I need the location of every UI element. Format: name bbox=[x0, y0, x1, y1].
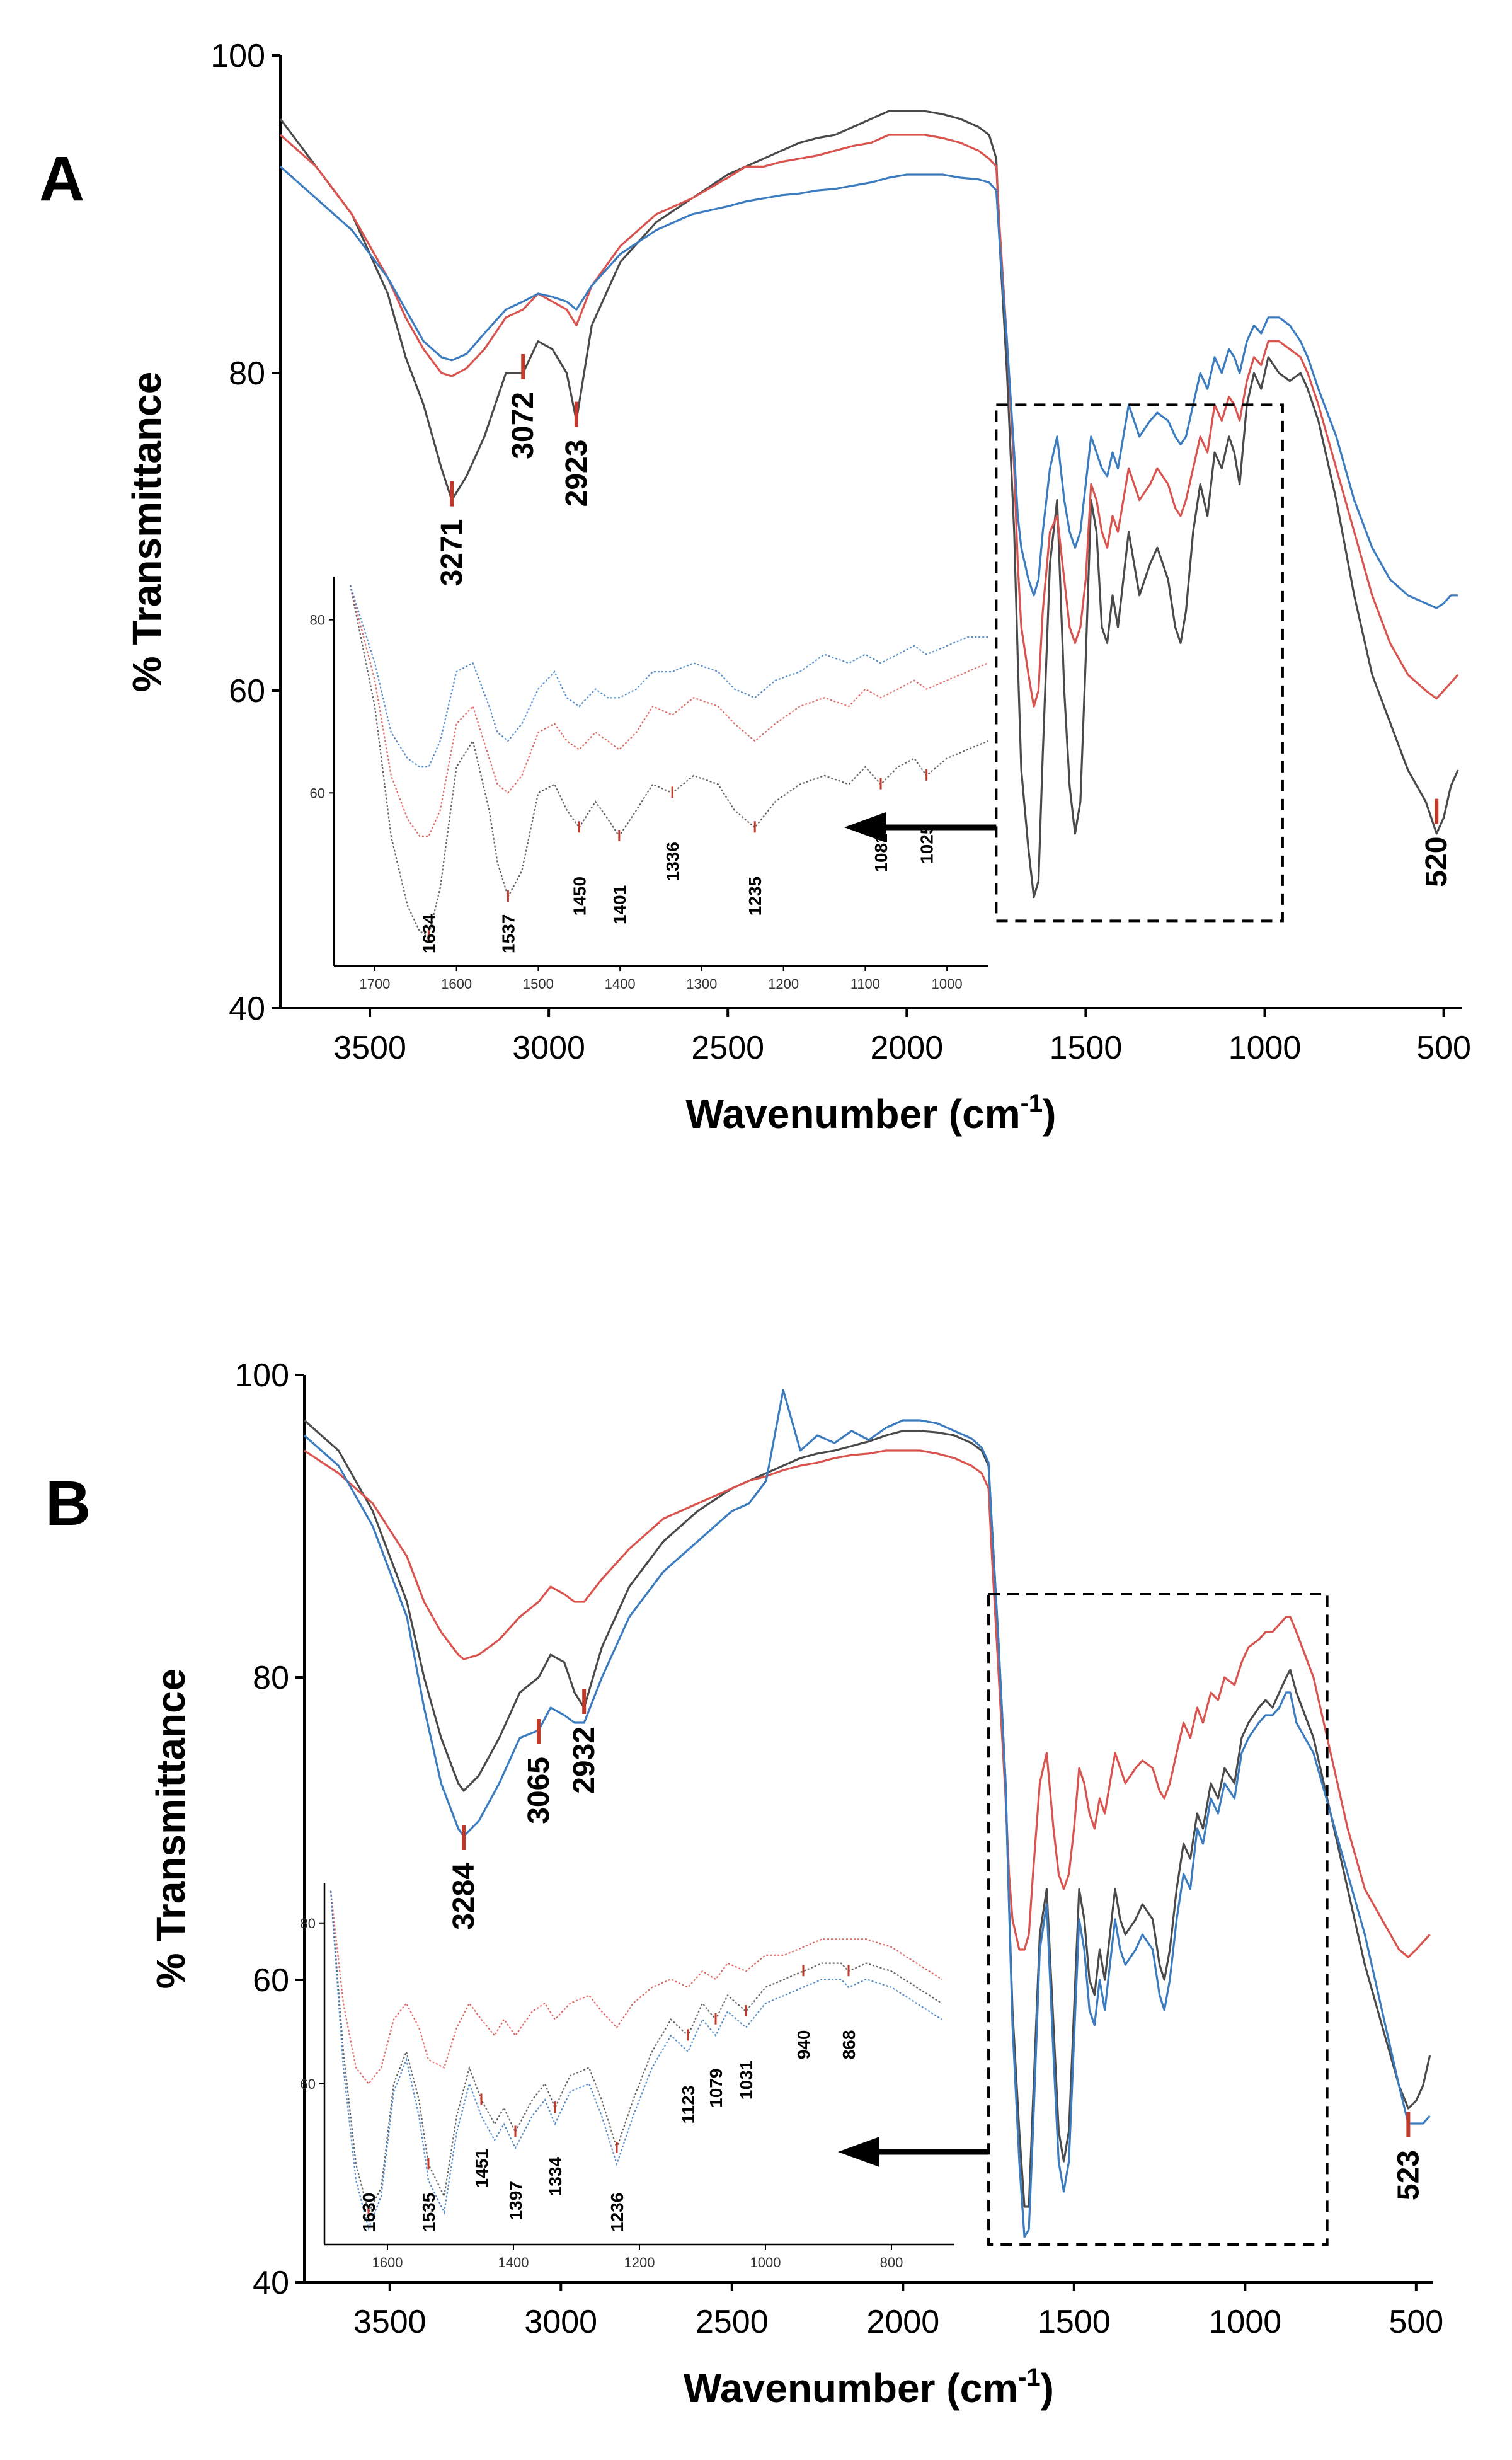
inset-x-tick-label: 1400 bbox=[498, 2255, 529, 2270]
inset-y-tick-label: 80 bbox=[301, 1916, 316, 1931]
inset-peak-label: 1630 bbox=[359, 2193, 379, 2232]
inset-peak-label: 1079 bbox=[706, 2069, 726, 2108]
inset-peak-label: 1451 bbox=[472, 2149, 491, 2188]
inset-peak-label: 940 bbox=[794, 2030, 813, 2060]
inset-series-line-red bbox=[349, 585, 988, 837]
inset-peak-label: 1025 bbox=[917, 825, 937, 864]
series-line-black bbox=[279, 110, 1459, 899]
inset-x-tick-label: 1500 bbox=[523, 976, 554, 992]
y-axis-title: % Transmittance bbox=[148, 1669, 193, 1989]
inset-peak-label: 1123 bbox=[679, 2086, 698, 2124]
inset-peak-label: 1397 bbox=[506, 2181, 525, 2220]
y-axis-title: % Transmittance bbox=[124, 372, 169, 693]
x-tick-label: 500 bbox=[1416, 1030, 1471, 1066]
inset-peak-label: 1336 bbox=[663, 842, 682, 881]
y-tick-label: 80 bbox=[253, 1660, 289, 1696]
y-tick-label: 40 bbox=[229, 991, 265, 1027]
x-tick-label: 1000 bbox=[1228, 1030, 1302, 1066]
panel-a-chart: A 40 60 80 100 3500 3000 2500 2000 1500 1000 500 Wav… bbox=[39, 38, 1471, 1137]
y-tick-label: 100 bbox=[234, 1357, 289, 1394]
peak-label: 3065 bbox=[522, 1757, 556, 1824]
x-axis-title: Wavenumber (cm-1) bbox=[686, 1089, 1057, 1137]
peak-label: 3072 bbox=[507, 392, 540, 459]
inset-y-tick-label: 60 bbox=[310, 785, 325, 801]
inset-x-tick-label: 1400 bbox=[605, 976, 636, 992]
x-tick-label: 2000 bbox=[866, 2304, 939, 2340]
x-tick-label: 2500 bbox=[696, 2304, 769, 2340]
y-tick-label: 60 bbox=[253, 1962, 289, 1999]
x-tick-label: 2000 bbox=[870, 1030, 943, 1066]
series-line-black bbox=[303, 1419, 1431, 2208]
x-axis-title: Wavenumber (cm-1) bbox=[684, 2364, 1054, 2411]
inset-peak-label: 1537 bbox=[498, 914, 518, 953]
x-tick-label: 3500 bbox=[333, 1030, 406, 1066]
panel-letter: B bbox=[45, 1468, 91, 1539]
peak-label: 2932 bbox=[568, 1727, 601, 1794]
inset-x-tick-label: 1000 bbox=[932, 976, 963, 992]
x-tick-label: 1500 bbox=[1050, 1030, 1123, 1066]
inset-peak-label: 1031 bbox=[736, 2061, 756, 2100]
inset-x-tick-label: 1000 bbox=[750, 2255, 781, 2270]
y-tick-label: 40 bbox=[253, 2265, 289, 2301]
zoom-arrow-head bbox=[838, 2137, 879, 2167]
zoom-region-box bbox=[995, 403, 1284, 923]
y-tick-label: 80 bbox=[229, 355, 265, 392]
inset-series-line-red bbox=[329, 1890, 942, 2085]
y-tick-label: 60 bbox=[229, 673, 265, 710]
inset-x-tick-label: 1100 bbox=[850, 976, 880, 992]
peak-label: 2923 bbox=[560, 440, 593, 507]
peak-label: 520 bbox=[1420, 837, 1453, 887]
series-line-blue bbox=[303, 1389, 1431, 2238]
inset-peak-label: 868 bbox=[839, 2030, 859, 2060]
x-tick-label: 3000 bbox=[524, 2304, 597, 2340]
inset-x-tick-label: 1200 bbox=[624, 2255, 655, 2270]
inset-peak-label: 1235 bbox=[745, 877, 765, 916]
inset-x-tick-label: 1600 bbox=[372, 2255, 403, 2270]
inset-x-tick-label: 1300 bbox=[686, 976, 717, 992]
panel-b-chart: B 40 60 80 100 3500 3000 2500 2000 1500 1000 500 Wav… bbox=[45, 1357, 1443, 2411]
x-tick-label: 1000 bbox=[1208, 2304, 1281, 2340]
inset-peak-label: 1236 bbox=[607, 2193, 627, 2232]
inset-peak-label: 1401 bbox=[610, 885, 629, 924]
x-tick-label: 2500 bbox=[691, 1030, 764, 1066]
peak-label: 523 bbox=[1392, 2150, 1425, 2200]
inset-y-tick-label: 80 bbox=[310, 612, 325, 628]
zoom-arrow-head bbox=[844, 812, 886, 842]
inset-x-tick-label: 1600 bbox=[441, 976, 472, 992]
series-line-red bbox=[279, 134, 1459, 708]
peak-label: 3284 bbox=[447, 1863, 481, 1930]
inset-series-line-blue bbox=[349, 585, 988, 768]
x-tick-label: 3500 bbox=[353, 2304, 427, 2340]
y-tick-label: 100 bbox=[210, 38, 265, 74]
inset-peak-label: 1450 bbox=[570, 877, 589, 916]
x-tick-label: 1500 bbox=[1038, 2304, 1111, 2340]
series-line-blue bbox=[279, 166, 1458, 609]
panel-letter: A bbox=[39, 144, 84, 214]
inset-x-tick-label: 1200 bbox=[768, 976, 799, 992]
inset-x-tick-label: 800 bbox=[880, 2255, 903, 2270]
peak-label: 3271 bbox=[435, 519, 469, 587]
inset-peak-label: 1334 bbox=[546, 2156, 565, 2196]
inset-y-tick-label: 60 bbox=[301, 2076, 316, 2092]
inset-series-line-blue bbox=[329, 1890, 942, 2231]
inset-peak-label: 1634 bbox=[420, 914, 439, 953]
inset-peak-label: 1535 bbox=[419, 2193, 438, 2232]
inset-x-tick-label: 1700 bbox=[359, 976, 390, 992]
x-tick-label: 500 bbox=[1389, 2304, 1443, 2340]
series-line-red bbox=[304, 1449, 1431, 1958]
zoom-region-box bbox=[987, 1593, 1329, 2246]
x-tick-label: 3000 bbox=[512, 1030, 585, 1066]
